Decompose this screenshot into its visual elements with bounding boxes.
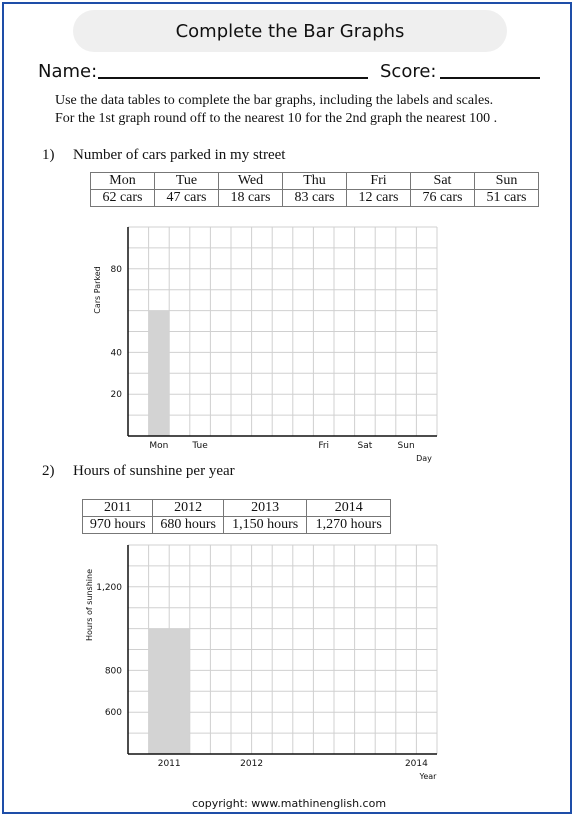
y-tick-label: 40 (111, 348, 123, 358)
y-axis-title: Cars Parked (93, 266, 102, 314)
instructions: Use the data tables to complete the bar … (55, 92, 555, 128)
name-blank[interactable] (98, 77, 368, 79)
table-value-row: 62 cars 47 cars 18 cars 83 cars 12 cars … (90, 189, 539, 207)
table-header-row: 2011 2012 2013 2014 (81, 499, 391, 517)
table-value-cell: 62 cars (90, 189, 155, 207)
x-axis-title: Day (416, 454, 432, 463)
table-value-cell: 51 cars (474, 189, 539, 207)
cars-data-table: Mon Tue Wed Thu Fri Sat Sun 62 cars 47 c… (90, 172, 539, 207)
table-value-row: 970 hours 680 hours 1,150 hours 1,270 ho… (81, 516, 391, 534)
sunshine-data-table: 2011 2012 2013 2014 970 hours 680 hours … (81, 499, 391, 534)
worksheet-title: Complete the Bar Graphs (73, 10, 507, 52)
question-2-text: Hours of sunshine per year (73, 463, 235, 479)
x-tick-label: Sun (398, 441, 415, 451)
table-value-cell: 47 cars (154, 189, 219, 207)
x-tick-label: 2014 (405, 759, 428, 769)
x-tick-label: Sat (358, 441, 373, 451)
x-tick-label: Mon (149, 441, 168, 451)
x-axis-title: Year (419, 772, 438, 781)
x-tick-label: 2012 (240, 759, 263, 769)
score-blank[interactable] (440, 77, 540, 79)
bar (148, 310, 170, 436)
name-label: Name: (38, 61, 98, 82)
question-1-text: Number of cars parked in my street (73, 147, 286, 163)
footer-copyright: copyright: www.mathinenglish.com (191, 797, 387, 810)
table-header-cell: Fri (346, 172, 411, 190)
instruction-line-2: For the 1st graph round off to the neare… (55, 111, 498, 126)
table-header-cell: Sun (474, 172, 539, 190)
score-label: Score: (380, 61, 437, 82)
y-tick-label: 1,200 (96, 583, 122, 593)
table-value-cell: 1,270 hours (306, 516, 391, 534)
table-value-cell: 12 cars (346, 189, 411, 207)
table-value-cell: 76 cars (410, 189, 475, 207)
y-tick-label: 800 (105, 666, 122, 676)
table-value-cell: 680 hours (152, 516, 224, 534)
table-header-cell: 2014 (306, 499, 391, 517)
question-2-number: 2) (42, 463, 55, 479)
bar (148, 628, 190, 754)
question-1-number: 1) (42, 147, 55, 163)
table-value-cell: 83 cars (282, 189, 347, 207)
x-tick-label: Fri (318, 441, 329, 451)
x-tick-label: 2011 (158, 759, 181, 769)
y-tick-label: 80 (111, 265, 123, 275)
y-axis-title: Hours of sunshine (85, 569, 94, 641)
x-tick-label: Tue (191, 441, 208, 451)
y-tick-label: 20 (111, 390, 123, 400)
y-tick-label: 600 (105, 708, 122, 718)
page-border (2, 2, 572, 814)
table-value-cell: 18 cars (218, 189, 283, 207)
instruction-line-1: Use the data tables to complete the bar … (55, 93, 494, 108)
